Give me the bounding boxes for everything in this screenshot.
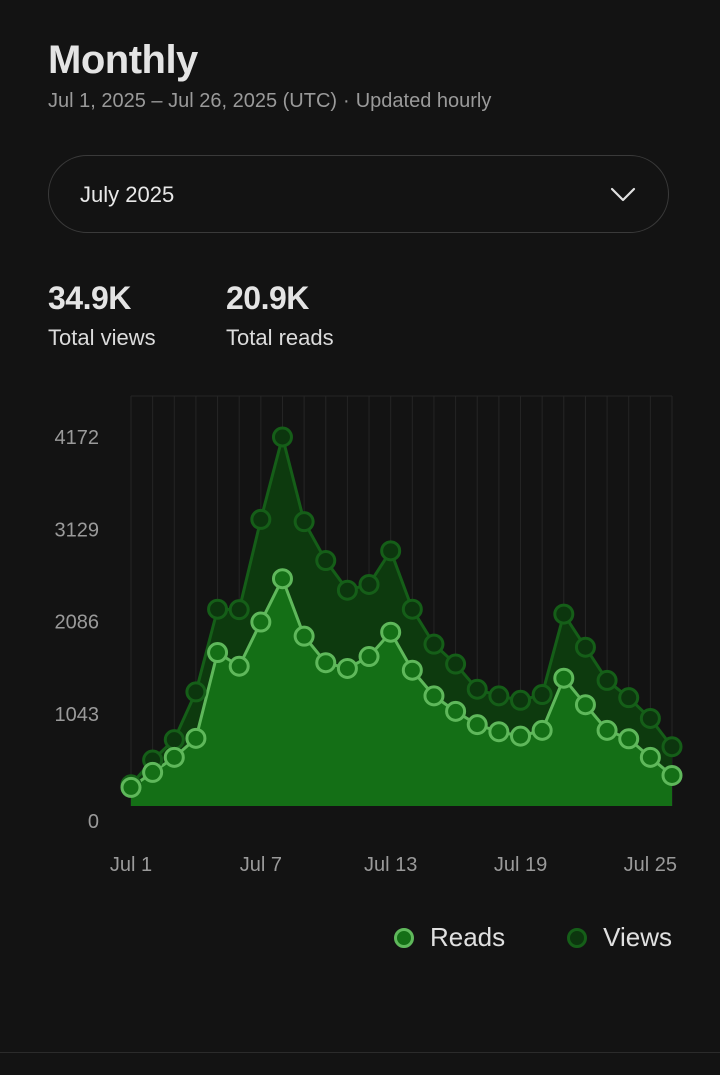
views-point [185,681,207,703]
x-tick-label: Jul 1 [110,854,152,876]
page-title: Monthly [48,38,198,82]
views-point [553,603,575,625]
views-point [531,684,553,706]
legend-label-views: Views [603,922,672,952]
views-point [163,729,185,751]
reads-point [661,764,683,786]
reads-point [120,776,142,798]
views-point [250,508,272,530]
views-point [336,579,358,601]
total-reads-value: 20.9K [226,280,309,316]
reads-point [250,611,272,633]
bottom-divider [0,1052,720,1053]
chevron-down-icon [610,187,636,202]
y-tick-label: 0 [88,811,99,833]
separator-dot: · [343,90,350,112]
views-point [271,426,293,448]
reads-point [293,625,315,647]
reads-point [488,721,510,743]
views-point [401,598,423,620]
views-point [510,689,532,711]
views-point [293,511,315,533]
y-tick-label: 3129 [55,519,100,541]
views-point [315,550,337,572]
views-point [207,598,229,620]
y-tick-label: 4172 [55,427,100,449]
reads-point [163,746,185,768]
reads-point [315,652,337,674]
reads-point [574,694,596,716]
reads-point [423,685,445,707]
legend-item-views[interactable]: Views [567,922,672,953]
views-point [358,573,380,595]
views-point [574,636,596,658]
views-point [488,685,510,707]
reads-point [336,657,358,679]
reads-point [380,621,402,643]
total-reads-label: Total reads [226,325,334,350]
views-point [228,599,250,621]
chart-legend: Reads Views [393,922,672,953]
reads-point [639,746,661,768]
x-tick-label: Jul 19 [494,854,547,876]
month-select[interactable]: July 2025 [48,155,669,233]
views-point [596,669,618,691]
reads-point [445,700,467,722]
reads-area [131,578,672,806]
x-tick-label: Jul 25 [624,854,677,876]
reads-legend-marker [393,927,414,948]
views-point [445,653,467,675]
y-tick-label: 2086 [55,612,100,634]
date-range: Jul 1, 2025 – Jul 26, 2025 (UTC) [48,90,338,112]
month-select-value: July 2025 [80,182,175,207]
reads-point [466,714,488,736]
legend-label-reads: Reads [429,922,506,952]
views-point [618,687,640,709]
reads-point [271,568,293,590]
views-point [466,678,488,700]
reads-point [618,728,640,750]
reads-point [553,667,575,689]
total-views-stat: 34.9K Total views [48,280,156,351]
legend-item-reads[interactable]: Reads [393,922,506,953]
reads-point [531,719,553,741]
views-reads-chart: 0 1043 2086 3129 4172 Jul 1 Jul 7 Jul 13 Jul 19 J… [55,395,683,876]
reads-point [228,655,250,677]
reads-point [401,659,423,681]
reads-point [207,642,229,664]
x-tick-label: Jul 13 [364,854,417,876]
reads-point [596,719,618,741]
reads-point [185,727,207,749]
subtitle: Jul 1, 2025 – Jul 26, 2025 (UTC) · Updated… [48,90,491,113]
views-legend-marker [567,927,588,948]
total-views-value: 34.9K [48,280,131,316]
reads-point [510,725,532,747]
views-point [639,707,661,729]
total-views-label: Total views [48,325,156,350]
reads-point [358,646,380,668]
views-point [423,633,445,655]
x-tick-label: Jul 7 [240,854,282,876]
reads-point [142,761,164,783]
views-point [661,736,683,758]
y-tick-label: 1043 [55,704,100,726]
total-reads-stat: 20.9K Total reads [226,280,334,351]
update-note: Updated hourly [355,90,492,112]
views-point [380,540,402,562]
